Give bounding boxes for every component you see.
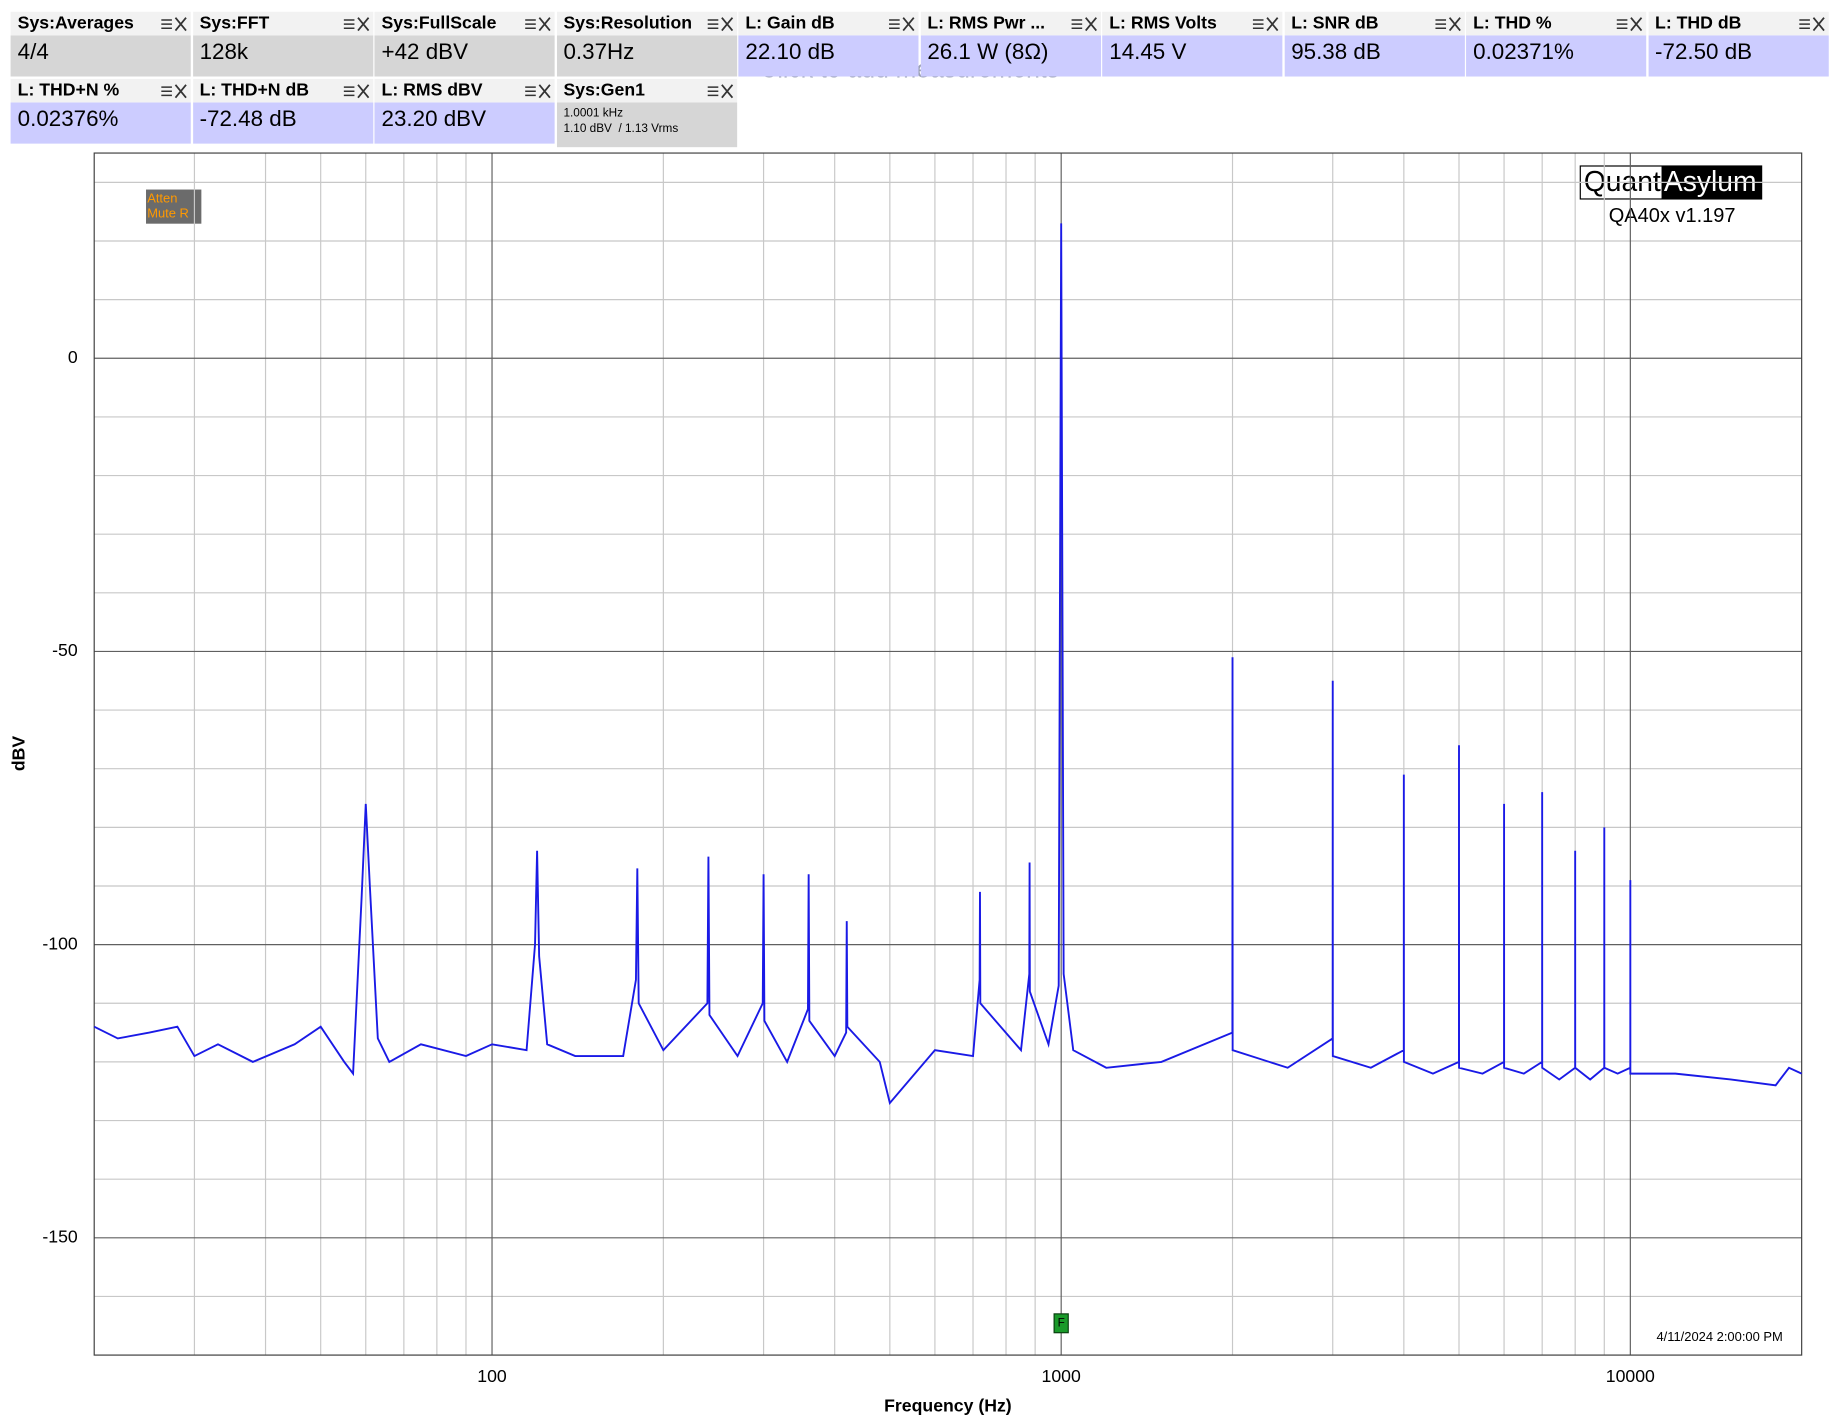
- measurement-title: Sys:Averages: [10, 11, 191, 36]
- close-icon: [356, 84, 369, 99]
- plot-frame: [93, 152, 1803, 1356]
- tile-controls[interactable]: [706, 16, 734, 32]
- measurement-tile[interactable]: L: THD % 0.02371%: [1466, 11, 1647, 77]
- measurement-title: L: RMS Pwr ...: [920, 11, 1101, 36]
- frequency-marker-label: F: [1058, 1316, 1065, 1329]
- measurement-title: L: THD dB: [1647, 11, 1829, 36]
- y-tick-label: -150: [42, 1226, 78, 1246]
- x-tick-label: 1000: [1042, 1366, 1081, 1386]
- generator-info: 1.10 dBV / 1.13 Vrms: [563, 122, 679, 136]
- measurement-title: L: SNR dB: [1284, 11, 1465, 36]
- tile-controls[interactable]: [524, 16, 552, 32]
- close-icon: [1266, 17, 1279, 32]
- measurement-tile[interactable]: L: Gain dB 22.10 dB: [738, 11, 919, 77]
- close-icon: [538, 84, 551, 99]
- status-badge-bg: [146, 189, 202, 224]
- close-icon: [356, 17, 369, 32]
- tile-controls[interactable]: [1434, 16, 1462, 32]
- frequency-marker: [1053, 1313, 1069, 1334]
- measurement-value: 23.20 dBV: [374, 102, 555, 144]
- close-icon: [174, 17, 187, 32]
- tile-controls[interactable]: [1798, 16, 1826, 32]
- measurement-tile[interactable]: L: RMS Pwr ... 26.1 W (8Ω): [920, 11, 1101, 77]
- measurement-title: L: THD+N dB: [192, 78, 373, 103]
- tile-controls[interactable]: [160, 16, 188, 32]
- measurement-tile[interactable]: Sys:Resolution 0.37Hz: [556, 11, 737, 77]
- measurement-value: -72.48 dB: [192, 102, 373, 144]
- tile-controls[interactable]: [342, 84, 370, 99]
- tile-controls[interactable]: [706, 84, 734, 99]
- measurement-title: L: RMS dBV: [374, 78, 555, 103]
- y-axis-label: dBV: [9, 736, 29, 772]
- measurement-title: L: RMS Volts: [1102, 11, 1283, 36]
- measurement-value: -72.50 dB: [1647, 35, 1829, 77]
- spectrum-line: [93, 223, 1803, 1105]
- brand: Quant: [1584, 165, 1661, 197]
- close-icon: [1084, 17, 1097, 32]
- measurement-title: Sys:Resolution: [556, 11, 737, 36]
- status-badge: Atten: [147, 190, 177, 205]
- y-tick-label: -100: [42, 933, 78, 953]
- measurement-value: 4/4: [10, 35, 191, 77]
- x-tick-label: 100: [477, 1366, 507, 1386]
- measurement-title: Sys:Gen1: [556, 78, 737, 103]
- generator-info: 1.0001 kHz: [563, 107, 624, 121]
- y-tick-label: 0: [68, 347, 78, 367]
- measurement-tile[interactable]: L: THD dB -72.50 dB: [1647, 11, 1829, 77]
- measurement-value: 0.37Hz: [556, 35, 737, 77]
- measurement-title: L: THD+N %: [10, 78, 191, 103]
- tile-controls[interactable]: [888, 16, 916, 32]
- grid: [94, 153, 1802, 1356]
- x-axis-label: Frequency (Hz): [884, 1396, 1012, 1416]
- close-icon: [720, 17, 733, 32]
- brand: Asylum: [1664, 165, 1757, 197]
- close-icon: [1448, 17, 1461, 32]
- close-icon: [1812, 17, 1825, 32]
- measurement-tile[interactable]: L: THD+N dB -72.48 dB: [192, 78, 373, 144]
- version: QA40x v1.197: [1609, 205, 1736, 227]
- measurement-tile[interactable]: Sys:FullScale +42 dBV: [374, 11, 555, 77]
- tile-controls[interactable]: [342, 16, 370, 32]
- status-badge: Mute R: [147, 206, 189, 221]
- timestamp: 4/11/2024 2:00:00 PM: [1656, 1329, 1782, 1344]
- measurement-value: 14.45 V: [1102, 35, 1283, 77]
- measurement-title: Sys:FullScale: [374, 11, 555, 36]
- y-tick-label: -50: [52, 640, 78, 660]
- measurement-title: L: THD %: [1466, 11, 1647, 36]
- x-tick-label: 10000: [1606, 1366, 1655, 1386]
- close-icon: [1630, 17, 1643, 32]
- measurement-value: 0.02376%: [10, 102, 191, 144]
- measurement-title: Sys:FFT: [192, 11, 373, 36]
- measurement-tile[interactable]: L: RMS Volts 14.45 V: [1102, 11, 1283, 77]
- close-icon: [174, 84, 187, 99]
- measurement-title: L: Gain dB: [738, 11, 919, 36]
- close-icon: [902, 17, 915, 32]
- measurement-tile[interactable]: Sys:Gen1 1.0001 kHz 1.10 dBV / 1.13 Vrms: [556, 78, 737, 148]
- tile-controls[interactable]: [1070, 16, 1098, 32]
- measurement-value: 22.10 dB: [738, 35, 919, 77]
- close-icon: [538, 17, 551, 32]
- measurement-value: 1.0001 kHz 1.10 dBV / 1.13 Vrms: [556, 102, 737, 148]
- measurement-tile[interactable]: L: THD+N % 0.02376%: [10, 78, 191, 144]
- measurement-tile[interactable]: Sys:Averages 4/4: [10, 11, 191, 77]
- close-icon: [720, 84, 733, 99]
- measurement-value: 128k: [192, 35, 373, 77]
- measurement-value: 0.02371%: [1466, 35, 1647, 77]
- tile-controls[interactable]: [1616, 16, 1644, 32]
- tile-controls[interactable]: [1252, 16, 1280, 32]
- measurement-tile[interactable]: Sys:FFT 128k: [192, 11, 373, 77]
- measurement-value: 95.38 dB: [1284, 35, 1465, 77]
- measurement-tile[interactable]: L: SNR dB 95.38 dB: [1284, 11, 1465, 77]
- measurement-value: +42 dBV: [374, 35, 555, 77]
- measurement-value: 26.1 W (8Ω): [920, 35, 1101, 77]
- tile-controls[interactable]: [160, 84, 188, 99]
- tile-controls[interactable]: [524, 84, 552, 99]
- measurement-tile[interactable]: L: RMS dBV 23.20 dBV: [374, 78, 555, 144]
